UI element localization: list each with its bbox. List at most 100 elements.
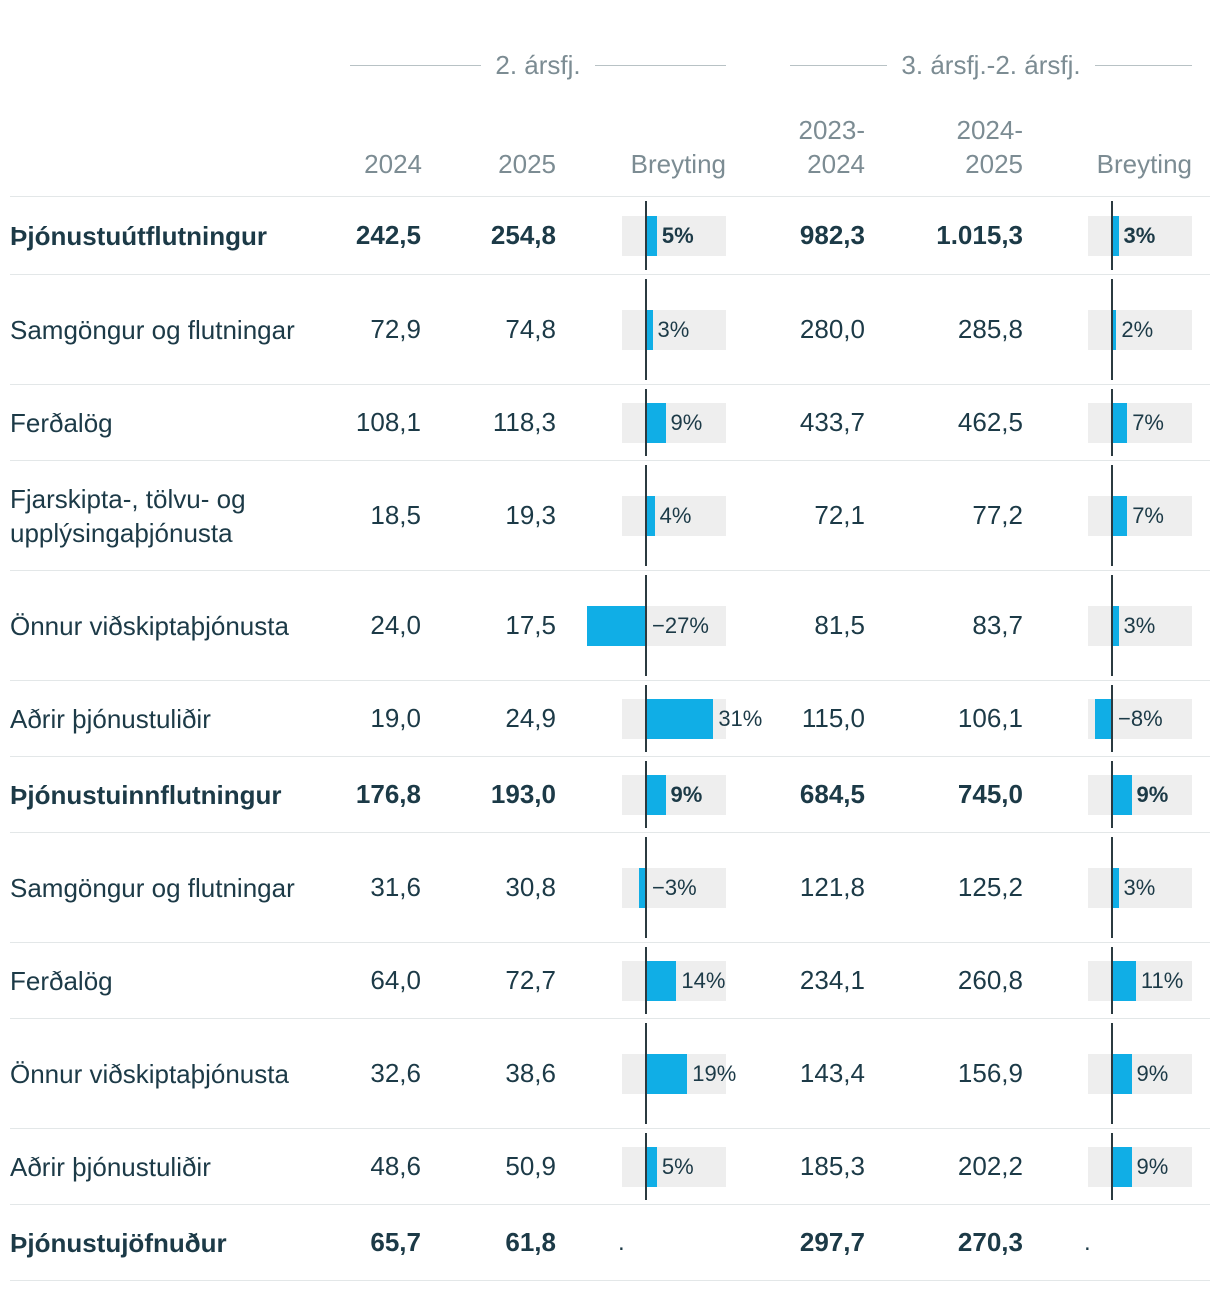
change-y-zero-axis xyxy=(1111,1023,1113,1124)
value-y-2024-2025: 202,2 xyxy=(957,1151,1023,1181)
change-q-label: 19% xyxy=(692,1060,737,1086)
change-q: 14% xyxy=(622,943,726,1018)
change-y-bar xyxy=(1112,605,1119,646)
change-q-zero-axis xyxy=(645,389,647,456)
change-q-label: 5% xyxy=(661,1153,694,1179)
change-y-background xyxy=(1088,605,1192,646)
value-q-2025: 118,3 xyxy=(492,407,556,437)
change-q-background xyxy=(622,1146,726,1187)
table-body: Þjónustuútflutningur 242,5 254,8 5% 982,3 1.0… xyxy=(10,197,1210,1281)
value-y-2023-2024: 280,0 xyxy=(799,314,865,344)
change-q-background xyxy=(622,402,726,443)
column-header-q-change: Breyting xyxy=(630,149,726,179)
change-q-zero-axis xyxy=(645,1133,647,1200)
change-q: 5% xyxy=(622,1129,726,1204)
change-y: 3% xyxy=(1088,571,1192,680)
value-q-2024: 72,9 xyxy=(370,314,421,344)
change-q-bar xyxy=(646,774,666,815)
value-y-2023-2024: 433,7 xyxy=(799,407,865,437)
change-q-zero-axis xyxy=(645,761,647,828)
change-q-background xyxy=(622,495,726,536)
value-y-2024-2025: 745,0 xyxy=(957,779,1023,809)
value-q-2024: 32,6 xyxy=(370,1058,421,1088)
change-y-bar xyxy=(1112,774,1132,815)
group-header-four-quarters: 3. ársfj.-2. ársfj. xyxy=(790,44,1192,86)
change-q-bar xyxy=(639,867,646,908)
row-label: Ferðalög xyxy=(10,407,113,438)
change-y-label: 3% xyxy=(1123,612,1156,638)
change-y: 9% xyxy=(1088,1129,1192,1204)
change-y-bar xyxy=(1094,698,1112,739)
change-q-label: 31% xyxy=(718,705,763,731)
value-q-2024: 64,0 xyxy=(370,965,421,995)
change-q-background xyxy=(622,309,726,350)
change-q: −3% xyxy=(622,833,726,942)
column-header-y-2023-2024: 2023- 2024 xyxy=(798,115,866,179)
change-y: −8% xyxy=(1088,681,1192,756)
change-y: 3% xyxy=(1088,833,1192,942)
value-y-2024-2025: 156,9 xyxy=(957,1058,1023,1088)
value-q-2025: 254,8 xyxy=(490,220,556,250)
change-y-zero-axis xyxy=(1111,837,1113,938)
value-q-2025: 17,5 xyxy=(505,610,556,640)
change-y: 9% xyxy=(1088,757,1192,832)
table-row: Þjónustujöfnuður 65,7 61,8. 297,7 270,3. xyxy=(10,1205,1210,1281)
change-q: 19% xyxy=(622,1019,736,1128)
row-label: Önnur viðskiptaþjónusta xyxy=(10,610,289,641)
change-q-zero-axis xyxy=(645,575,647,676)
change-q-background xyxy=(622,215,726,256)
group-header-rule xyxy=(1094,64,1192,66)
change-y-zero-axis xyxy=(1111,389,1113,456)
change-y-background xyxy=(1088,960,1192,1001)
change-q-bar xyxy=(646,1146,657,1187)
value-q-2025: 24,9 xyxy=(505,703,556,733)
column-header-y-change: Breyting xyxy=(1096,149,1192,179)
value-y-2024-2025: 260,8 xyxy=(957,965,1023,995)
table-row: Ferðalög 108,1 118,3 9% 433,7 462,5 7% xyxy=(10,385,1210,461)
value-y-2023-2024: 684,5 xyxy=(799,779,865,809)
change-y-bar xyxy=(1112,1053,1132,1094)
change-q-label: −27% xyxy=(652,612,709,638)
table-row: Fjarskipta-, tölvu- og upplýsingaþjónust… xyxy=(10,461,1210,571)
change-y-zero-axis xyxy=(1111,1133,1113,1200)
value-q-2025: 38,6 xyxy=(505,1058,556,1088)
value-y-2023-2024: 185,3 xyxy=(799,1151,865,1181)
value-y-2023-2024: 143,4 xyxy=(799,1058,865,1088)
change-q-bar xyxy=(646,960,677,1001)
change-q: 3% xyxy=(622,275,726,384)
change-y-background xyxy=(1088,1146,1192,1187)
change-q: 9% xyxy=(622,757,726,832)
row-label: Þjónustuútflutningur xyxy=(10,220,268,251)
change-q-background xyxy=(622,774,726,815)
table-row: Aðrir þjónustuliðir 19,0 24,9 31% 115,0 106,1… xyxy=(10,681,1210,757)
value-y-2023-2024: 115,0 xyxy=(801,703,865,733)
change-y-label: 3% xyxy=(1123,222,1156,248)
change-y-zero-axis xyxy=(1111,465,1113,566)
table-row: Önnur viðskiptaþjónusta 32,6 38,6 19% 143,4 1… xyxy=(10,1019,1210,1129)
change-q-bar xyxy=(646,495,655,536)
value-q-2024: 65,7 xyxy=(370,1227,421,1257)
row-label: Samgöngur og flutningar xyxy=(10,314,295,345)
value-y-2024-2025: 125,2 xyxy=(957,872,1023,902)
change-q: −27% xyxy=(587,571,726,680)
change-y: 3% xyxy=(1088,197,1192,274)
value-y-2023-2024: 982,3 xyxy=(799,220,865,250)
change-y-zero-axis xyxy=(1111,761,1113,828)
table-row: Samgöngur og flutningar 72,9 74,8 3% 280,0 28… xyxy=(10,275,1210,385)
change-q: 4% xyxy=(622,461,726,570)
change-y: 7% xyxy=(1088,385,1192,460)
change-y-bar xyxy=(1112,1146,1132,1187)
change-y-background xyxy=(1088,309,1192,350)
value-q-2024: 24,0 xyxy=(370,610,421,640)
row-label: Fjarskipta-, tölvu- og upplýsingaþjónust… xyxy=(10,483,246,548)
change-y-background xyxy=(1088,1053,1192,1094)
column-header-q-2025: 2025 xyxy=(498,149,556,179)
value-y-2023-2024: 297,7 xyxy=(799,1227,865,1257)
change-q-bar xyxy=(646,402,666,443)
change-y-label: 7% xyxy=(1132,502,1164,528)
value-q-2025: 61,8 xyxy=(505,1227,556,1257)
change-q-label: 5% xyxy=(661,222,694,248)
change-y-label: 7% xyxy=(1132,409,1164,435)
change-y-label: 9% xyxy=(1136,781,1169,807)
change-q: 5% xyxy=(622,197,726,274)
